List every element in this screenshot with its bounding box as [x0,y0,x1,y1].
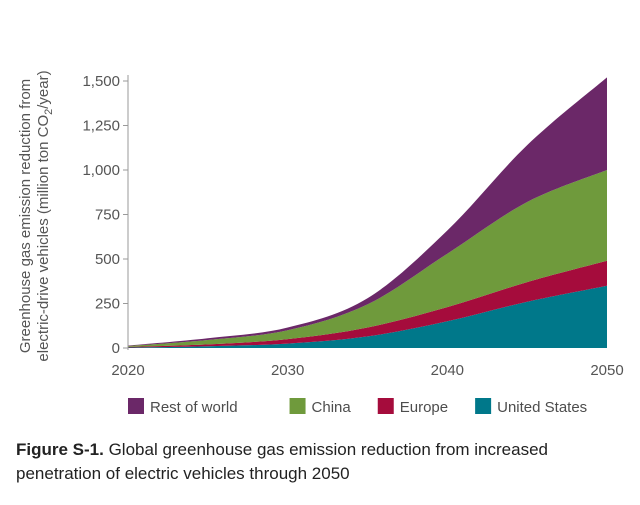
y-axis-label-line1: Greenhouse gas emission reduction from [17,79,34,353]
y-tick-label: 500 [95,251,120,268]
area-europe [128,260,607,348]
y-tick-label: 1,000 [82,162,120,179]
y-axis-label-suffix: /year) [35,70,52,108]
figure-label: Figure S-1. [16,440,104,459]
x-tick-label: 2030 [271,362,304,379]
figure-caption-text: Global greenhouse gas emission reduction… [16,440,548,483]
legend-label: Rest of world [150,399,238,416]
area-china [128,170,607,347]
y-tick-label: 0 [112,340,120,357]
figure-caption: Figure S-1. Global greenhouse gas emissi… [16,438,616,486]
legend-item-united-states: United States [475,398,587,416]
x-tick-label: 2050 [590,362,623,379]
y-axis-label: Greenhouse gas emission reduction from e… [17,70,55,361]
x-tick-label: 2040 [431,362,464,379]
legend-swatch [128,398,144,414]
legend: Rest of world China Europe United States [128,398,587,416]
y-tick-label: 750 [95,207,120,224]
legend-swatch [377,398,394,414]
legend-label: Europe [400,399,448,416]
legend-item-rest-of-world: Rest of world [128,398,238,416]
y-tick-label: 1,250 [82,118,120,135]
legend-label: China [312,399,352,416]
y-axis-label-subscript: 2 [43,109,55,115]
legend-swatch [475,398,492,414]
x-tick-label: 2020 [111,362,144,379]
area-series-group [128,77,607,348]
y-tick-label: 250 [95,296,120,313]
svg-text:Greenhouse gas emission reduct: Greenhouse gas emission reduction from [17,79,34,353]
y-axis-label-line2: electric-drive vehicles (million ton CO [35,115,52,362]
area-united-states [128,285,607,348]
legend-item-europe: Europe [377,398,448,416]
legend-item-china: China [289,398,352,416]
legend-label: United States [497,399,587,416]
svg-text:electric-drive vehicles (milli: electric-drive vehicles (million ton CO2… [35,70,55,361]
x-axis-ticks: 2020 2030 2040 2050 [111,362,623,379]
y-tick-label: 1,500 [82,73,120,90]
legend-swatch [289,398,306,414]
y-axis-ticks: 0 250 500 750 1,000 1,250 1,500 [82,73,128,357]
